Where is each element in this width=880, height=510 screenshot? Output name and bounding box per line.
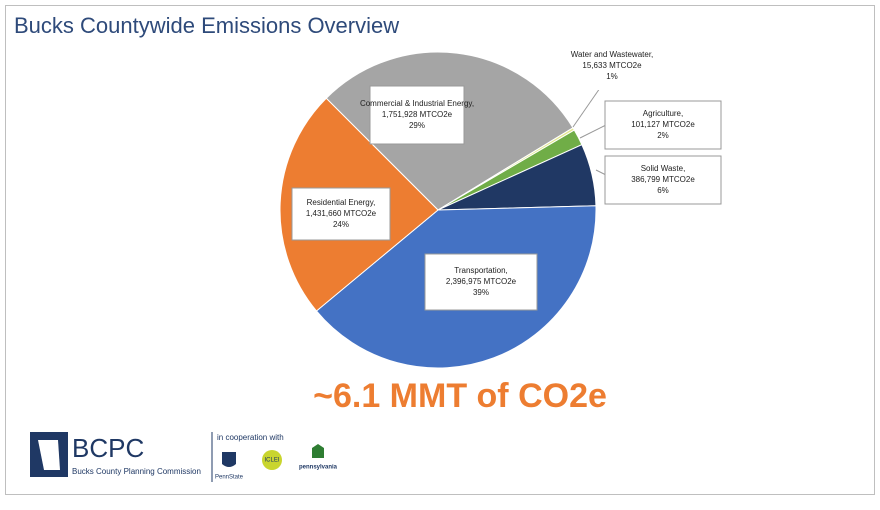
slice-value-label: 15,633 MTCO2e xyxy=(582,61,642,70)
slice-percent-label: 6% xyxy=(657,186,669,195)
total-label: ~6.1 MMT of CO2e xyxy=(313,377,607,415)
footer-logo: BCPC Bucks County Planning Commission in… xyxy=(30,432,338,482)
partner: pennsylvania xyxy=(299,465,338,471)
slice-value-label: 2,396,975 MTCO2e xyxy=(446,277,517,286)
iclei-circle xyxy=(262,450,282,470)
partner: PennState xyxy=(215,475,244,481)
slide-title: Bucks Countywide Emissions Overview xyxy=(14,13,399,38)
slice-percent-label: 39% xyxy=(473,288,489,297)
label-box xyxy=(369,85,465,145)
label-box xyxy=(560,42,664,90)
pa-keystone xyxy=(312,444,324,458)
slice-name: Residential Energy, xyxy=(307,198,376,207)
label-box xyxy=(424,253,538,311)
slice-percent-label: 1% xyxy=(606,72,618,81)
slice-value-label: 101,127 MTCO2e xyxy=(631,120,695,129)
slice-name: Transportation, xyxy=(454,266,508,275)
slice-percent-label: 24% xyxy=(333,220,349,229)
partner: ICLEI xyxy=(264,458,279,464)
label-box xyxy=(604,155,722,205)
slice-value-label: 1,751,928 MTCO2e xyxy=(382,110,453,119)
slice-value-label: 386,799 MTCO2e xyxy=(631,175,695,184)
slice-name: Agriculture, xyxy=(643,109,683,118)
label-box xyxy=(291,187,391,241)
connector xyxy=(595,169,607,176)
slice-name: Solid Waste, xyxy=(641,164,686,173)
cooperation-text: in cooperation with xyxy=(217,433,284,442)
logo-map xyxy=(38,440,60,470)
label-box xyxy=(604,100,722,150)
slice-percent-label: 2% xyxy=(657,131,669,140)
pennstate-shield xyxy=(222,452,236,467)
connector xyxy=(579,124,607,139)
slice-name: Commercial & Industrial Energy, xyxy=(360,99,474,108)
labels: Commercial & Industrial Energy, 1,751,928… xyxy=(291,42,722,311)
logo-text: BCPC xyxy=(72,433,144,463)
slice-percent-label: 29% xyxy=(409,121,425,130)
slice-value-label: 1,431,660 MTCO2e xyxy=(306,209,377,218)
connector xyxy=(572,87,601,128)
logo-subtitle: Bucks County Planning Commission xyxy=(72,467,201,476)
slice-name: Water and Wastewater, xyxy=(571,50,654,59)
